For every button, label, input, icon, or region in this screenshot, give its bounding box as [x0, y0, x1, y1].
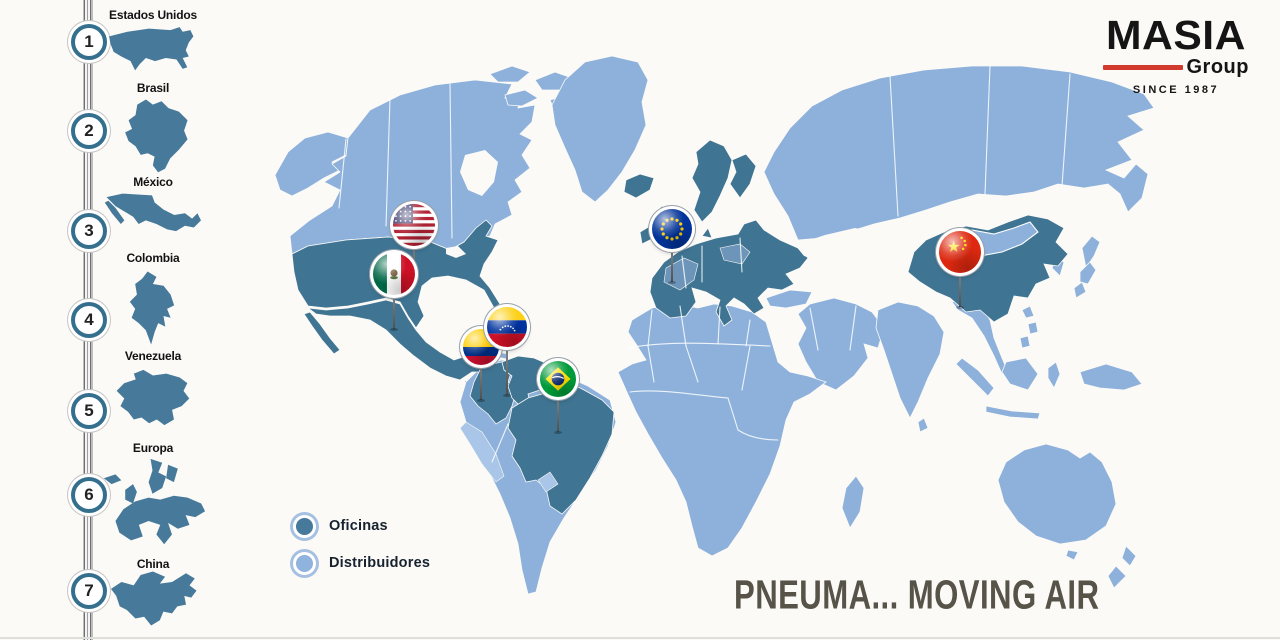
region-iceland	[623, 173, 655, 199]
pin-shadow	[390, 328, 398, 331]
country-borders	[338, 65, 1071, 463]
country-china	[907, 214, 1069, 323]
country-australia	[997, 443, 1117, 545]
map-pin-china	[939, 231, 981, 309]
region-baja	[303, 311, 341, 355]
country-russia	[763, 65, 1155, 241]
pin-shadow	[554, 431, 562, 434]
region-middle-east	[797, 297, 885, 391]
sidebar-item-label-europa: Europa	[132, 441, 174, 455]
sidebar-item-label-china: China	[136, 557, 170, 571]
region-greenland	[551, 55, 649, 203]
eu-flag	[652, 209, 692, 249]
pin-shadow	[477, 399, 485, 402]
brasil-silhouette-icon	[113, 96, 191, 174]
country-poland	[719, 243, 751, 265]
map-pin-venezuela	[487, 307, 527, 397]
legend-item-distributor: Distribuidores	[293, 550, 430, 576]
legend-item-office: Oficinas	[293, 513, 430, 539]
country-venezuela	[501, 355, 551, 407]
usa-flag	[393, 204, 435, 246]
sidebar-item-number-2: 2	[71, 113, 107, 149]
sidebar-item-label-venezuela: Venezuela	[124, 349, 182, 363]
logo-red-bar	[1103, 64, 1183, 70]
map-legend: Oficinas Distribuidores	[293, 513, 430, 587]
pin-stick	[959, 270, 961, 307]
map-pin-estados-unidos	[393, 204, 435, 280]
legend-label-distributor: Distribuidores	[329, 555, 431, 571]
region-scandinavia	[691, 139, 733, 223]
legend-swatch-distributor-icon	[293, 551, 316, 575]
sidebar-item-label-usa: Estados Unidos	[109, 8, 197, 22]
legend-swatch-office-icon	[293, 514, 316, 538]
region-alaska	[274, 131, 349, 197]
central-asia-gap	[795, 228, 888, 268]
map-pin-europa	[652, 209, 692, 284]
water-and-gaps	[446, 150, 898, 306]
logo-word: Group	[1186, 55, 1249, 78]
pin-stick	[671, 246, 673, 282]
lighter-regions	[459, 421, 559, 493]
sidebar-item-number-6: 6	[71, 477, 107, 513]
pin-stick	[506, 344, 508, 395]
world-map-svg	[274, 55, 1155, 595]
pin-stick	[413, 243, 415, 278]
brasil-flag	[540, 361, 576, 397]
region-europe-mainland	[649, 219, 809, 327]
region-finland	[729, 153, 757, 199]
sidebar-item-label-brasil: Brasil	[136, 81, 170, 95]
mexico-silhouette-icon	[103, 190, 201, 249]
masia-group-logo: MASIA Group SINCE 1987	[1103, 12, 1249, 96]
pin-shadow	[503, 394, 511, 397]
colombia-silhouette-icon	[121, 268, 183, 348]
sidebar-item-label-colombia: Colombia	[126, 251, 180, 265]
china-silhouette-icon	[104, 568, 200, 629]
sidebar-item-label-mexico: México	[133, 175, 173, 189]
region-japan	[1081, 235, 1101, 270]
pin-shadow	[668, 281, 676, 284]
venezuela-flag	[487, 307, 527, 347]
sidebar-item-number-7: 7	[71, 573, 107, 609]
mexico-flag	[373, 253, 415, 295]
sidebar-item-number-5: 5	[71, 393, 107, 429]
country-india	[875, 301, 945, 419]
venezuela-silhouette-icon	[109, 366, 195, 429]
map-pin-mexico	[373, 253, 415, 331]
logo-name: MASIA	[1105, 12, 1246, 58]
continent-africa	[617, 303, 827, 557]
pin-stick	[557, 394, 559, 432]
usa-silhouette-icon	[106, 24, 198, 75]
china-flag	[939, 231, 981, 273]
pin-stick	[480, 362, 482, 400]
sidebar-item-number-3: 3	[71, 213, 107, 249]
slide-bottom-edge	[0, 637, 1280, 639]
pin-shadow	[956, 306, 964, 309]
pin-stick	[393, 292, 395, 329]
hudson-bay	[460, 150, 498, 196]
region-madagascar	[841, 475, 865, 529]
sidebar-item-number-1: 1	[71, 24, 107, 60]
country-turkey	[765, 289, 813, 309]
logo-since: SINCE 1987	[1132, 83, 1220, 96]
tagline: PNEUMA... MOVING AIR	[734, 573, 1100, 619]
region-new-zealand	[1121, 545, 1137, 567]
europa-silhouette-icon	[96, 455, 208, 552]
region-new-guinea	[1079, 363, 1143, 391]
country-peru	[459, 421, 505, 483]
world-map	[250, 10, 1165, 630]
legend-label-office: Oficinas	[329, 518, 388, 534]
country-canada	[289, 79, 536, 255]
map-pin-brasil	[540, 361, 576, 434]
sidebar-item-number-4: 4	[71, 302, 107, 338]
